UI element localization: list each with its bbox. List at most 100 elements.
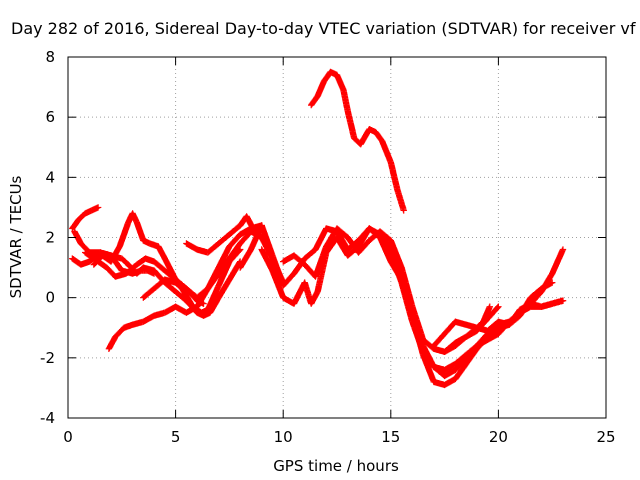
data-point <box>236 246 244 253</box>
data-point-run <box>133 219 147 243</box>
data-point-run <box>150 258 168 273</box>
data-series <box>140 246 244 316</box>
data-series <box>430 303 493 349</box>
data-point-run <box>204 241 221 256</box>
data-point <box>400 207 407 214</box>
data-point-run <box>344 108 358 141</box>
axis-ticks: 0 5 10 15 20 25 -4 -2 0 2 4 6 8 <box>40 48 616 446</box>
y-tick-label: 0 <box>45 289 55 307</box>
data-point-run <box>118 255 131 267</box>
data-point-run <box>376 228 393 243</box>
data-point-run <box>333 71 347 93</box>
data-point-run <box>333 225 350 240</box>
data-point-run <box>112 325 127 340</box>
y-tick-label: 4 <box>45 168 55 186</box>
data-point-run <box>355 226 372 250</box>
data-point-run <box>398 279 416 324</box>
data-point-run <box>77 240 92 255</box>
data-point-run <box>226 247 243 265</box>
data-point-run <box>516 295 534 319</box>
data-point-run <box>372 129 385 144</box>
data-point-run <box>161 304 178 316</box>
data-point-run <box>452 334 469 346</box>
data-point-run <box>480 304 493 325</box>
data-point-run <box>237 229 254 247</box>
data-point-run <box>107 244 123 265</box>
data-point-run <box>90 253 105 268</box>
data-point-run <box>204 283 222 313</box>
data-series <box>441 279 556 355</box>
data-series <box>69 204 102 232</box>
data-point-run <box>150 277 168 292</box>
data-point-run <box>409 303 426 342</box>
data-point-run <box>387 159 401 192</box>
data-point <box>495 303 502 310</box>
data-point-run <box>473 319 486 331</box>
data-point-run <box>308 93 321 109</box>
data-point-run <box>484 331 501 343</box>
data-point-run <box>243 213 256 231</box>
data-point-run <box>204 265 222 292</box>
data-point-run <box>357 127 372 148</box>
data-point-run <box>441 361 458 374</box>
data-point-run <box>103 264 118 279</box>
data-point-run <box>398 264 416 309</box>
data-point-run <box>314 79 327 100</box>
x-tick-label: 25 <box>596 428 615 446</box>
x-tick-label: 15 <box>381 428 400 446</box>
data-point-run <box>452 352 469 368</box>
y-tick-label: 2 <box>45 229 55 247</box>
data-point <box>486 303 493 310</box>
data-point-run <box>441 319 458 337</box>
data-point-run <box>183 285 200 303</box>
data-point-run <box>161 255 179 282</box>
data-point-run <box>75 211 88 223</box>
data-point <box>549 279 556 286</box>
y-tick-label: -2 <box>40 349 55 367</box>
data-point-run <box>484 319 501 334</box>
data-point-run <box>269 267 286 300</box>
x-tick-label: 5 <box>171 428 181 446</box>
data-point-run <box>172 279 185 291</box>
data-point-run <box>452 355 469 374</box>
y-tick-label: 8 <box>45 48 55 66</box>
data-point <box>559 297 567 304</box>
x-axis-label: GPS time / hours <box>273 457 399 475</box>
data-point-run <box>379 138 394 165</box>
data-point-run <box>441 376 458 389</box>
data-point-run <box>419 348 437 370</box>
data-point-run <box>69 217 82 232</box>
data-point-run <box>82 249 97 262</box>
data-point <box>559 246 567 253</box>
data-point-run <box>215 277 232 301</box>
y-tick-label: -4 <box>40 409 55 427</box>
chart-title: Day 282 of 2016, Sidereal Day-to-day VTE… <box>11 19 636 38</box>
data-point-run <box>258 246 276 273</box>
data-point-run <box>549 247 566 277</box>
data-point-run <box>237 247 254 271</box>
data-point-run <box>215 259 233 289</box>
data-point-run <box>394 186 407 213</box>
data-point-run <box>473 337 490 349</box>
data-point-run <box>308 289 321 307</box>
data-point-run <box>452 361 469 383</box>
data-point-run <box>206 295 222 316</box>
data-point-run <box>527 286 544 301</box>
data-point-run <box>441 340 458 355</box>
x-tick-label: 10 <box>274 428 293 446</box>
data-point-run <box>140 286 157 301</box>
data-point-run <box>178 285 196 309</box>
data-point-run <box>506 313 523 328</box>
data-point <box>94 204 102 211</box>
data-point-run <box>105 334 118 352</box>
data-point-run <box>155 243 168 261</box>
data-point-run <box>312 226 329 253</box>
y-axis-label: SDTVAR / TECUs <box>7 175 25 298</box>
data-point-run <box>366 229 383 244</box>
data-point-run <box>312 244 329 280</box>
data-point-run <box>462 343 480 358</box>
data-point-run <box>340 86 351 114</box>
data-point-run <box>71 228 84 246</box>
data-series <box>90 210 207 307</box>
